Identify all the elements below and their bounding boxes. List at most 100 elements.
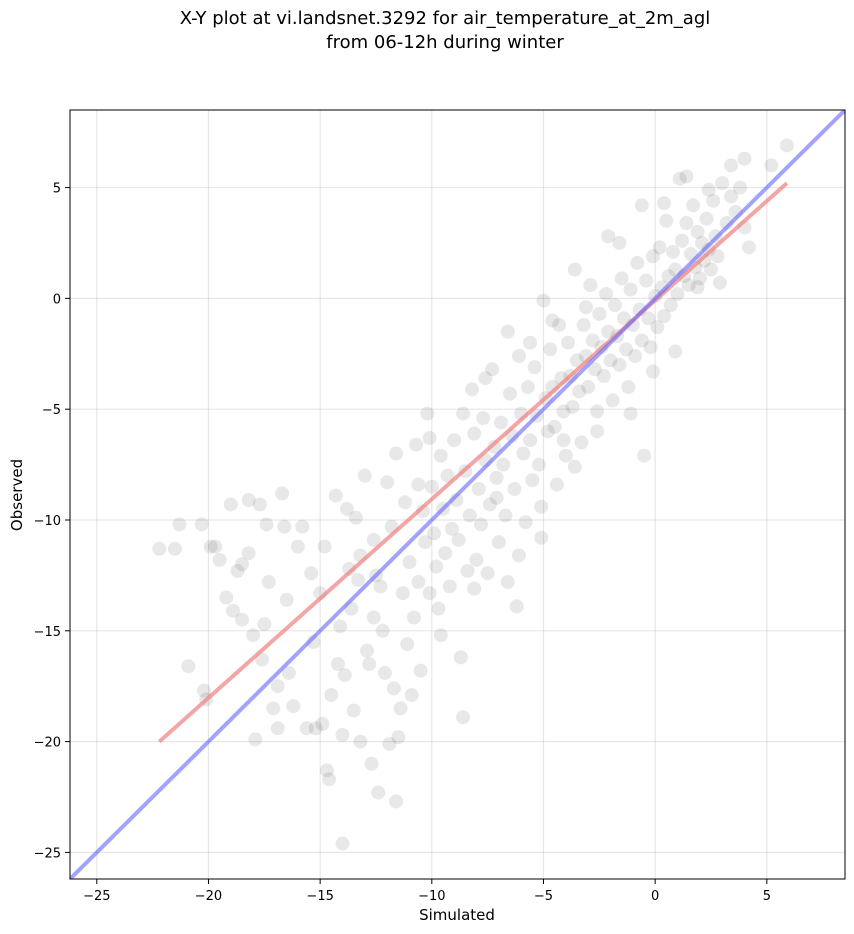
data-point: [614, 271, 629, 286]
y-tick-label: −25: [34, 846, 61, 861]
data-point: [266, 701, 281, 716]
data-point: [467, 581, 482, 596]
data-point: [712, 275, 727, 290]
data-point: [471, 481, 486, 496]
data-point: [395, 586, 410, 601]
data-point: [686, 198, 701, 213]
data-point: [259, 517, 274, 532]
data-point: [451, 532, 466, 547]
data-point: [679, 169, 694, 184]
data-point: [261, 575, 276, 590]
data-point: [491, 535, 506, 550]
data-point: [619, 342, 634, 357]
data-point: [230, 563, 245, 578]
data-point: [197, 683, 212, 698]
data-point: [532, 457, 547, 472]
data-point: [496, 457, 511, 472]
data-point: [556, 404, 571, 419]
data-point: [366, 532, 381, 547]
data-point: [438, 546, 453, 561]
data-point: [431, 601, 446, 616]
data-point: [670, 286, 685, 301]
data-point: [433, 448, 448, 463]
data-point: [511, 548, 526, 563]
data-point: [634, 333, 649, 348]
data-point: [621, 380, 636, 395]
data-point: [581, 380, 596, 395]
data-point: [549, 477, 564, 492]
data-point: [741, 240, 756, 255]
plot-frame: [69, 109, 846, 880]
data-point: [335, 836, 350, 851]
data-point: [545, 313, 560, 328]
data-point: [623, 406, 638, 421]
data-point: [422, 586, 437, 601]
data-point: [565, 399, 580, 414]
data-point: [639, 273, 654, 288]
data-point: [382, 736, 397, 751]
data-point: [487, 439, 502, 454]
data-point: [576, 317, 591, 332]
y-tick-label: −5: [42, 403, 61, 418]
data-point: [500, 324, 515, 339]
data-point: [335, 727, 350, 742]
regression-line: [158, 181, 789, 744]
data-point: [353, 734, 368, 749]
data-point: [489, 490, 504, 505]
data-point: [203, 539, 218, 554]
data-point: [453, 650, 468, 665]
data-point: [413, 663, 428, 678]
data-point: [603, 353, 618, 368]
y-tick-label: −20: [34, 736, 61, 751]
data-point: [295, 519, 310, 534]
data-point: [494, 415, 509, 430]
data-point: [650, 320, 665, 335]
data-point: [612, 357, 627, 372]
data-point: [304, 566, 319, 581]
y-tick-label: −10: [34, 514, 61, 529]
data-point: [643, 340, 658, 355]
data-point: [460, 563, 475, 578]
data-point: [386, 681, 401, 696]
data-point: [366, 610, 381, 625]
data-point: [601, 324, 616, 339]
data-point: [733, 180, 748, 195]
data-point: [701, 182, 716, 197]
data-point: [411, 477, 426, 492]
reference-lines: [70, 110, 845, 879]
data-point: [364, 756, 379, 771]
data-point: [418, 535, 433, 550]
data-point: [482, 497, 497, 512]
data-point: [279, 592, 294, 607]
data-point: [679, 216, 694, 231]
data-point: [574, 435, 589, 450]
data-point: [371, 785, 386, 800]
data-point: [703, 262, 718, 277]
data-point: [507, 481, 522, 496]
chart-subtitle: from 06-12h during winter: [326, 32, 564, 53]
data-point: [518, 515, 533, 530]
data-point: [525, 473, 540, 488]
data-point: [567, 459, 582, 474]
data-point: [645, 364, 660, 379]
x-tick-label: 0: [651, 889, 659, 904]
data-point: [348, 510, 363, 525]
data-point: [543, 342, 558, 357]
data-point: [616, 311, 631, 326]
data-point: [663, 298, 678, 313]
data-point: [360, 643, 375, 658]
data-point: [400, 637, 415, 652]
x-tick-label: −5: [534, 889, 553, 904]
data-point: [612, 235, 627, 250]
data-point: [692, 271, 707, 286]
data-point: [404, 688, 419, 703]
data-point: [286, 699, 301, 714]
x-tick-label: −25: [83, 889, 110, 904]
data-point: [433, 628, 448, 643]
data-point: [556, 433, 571, 448]
data-point: [623, 282, 638, 297]
identity-line: [70, 110, 845, 879]
data-point: [339, 501, 354, 516]
data-point: [212, 552, 227, 567]
